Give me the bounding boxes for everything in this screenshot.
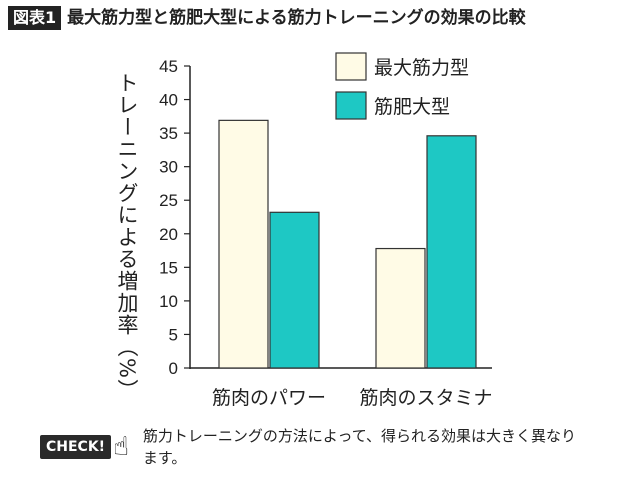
legend-label: 最大筋力型 <box>374 57 469 79</box>
legend-swatch <box>335 52 367 81</box>
pointing-hand-icon: ☝ <box>113 432 129 462</box>
y-tick-label: 25 <box>159 191 178 210</box>
y-tick-label: 15 <box>159 258 178 277</box>
y-tick-label: 20 <box>159 225 178 244</box>
y-tick-label: 30 <box>159 158 178 177</box>
y-tick-label: 0 <box>169 359 178 378</box>
y-tick-label: 5 <box>169 325 178 344</box>
check-badge: CHECK! <box>40 435 112 459</box>
y-tick-label: 10 <box>159 292 178 311</box>
y-axis-label: トレーニングによる増加率（%） <box>115 72 139 401</box>
chart-title: 最大筋力型と筋肥大型による筋力トレーニングの効果の比較 <box>67 8 526 28</box>
bar-max-strength-1 <box>218 119 269 369</box>
legend-swatch <box>335 91 367 120</box>
y-tick-label: 45 <box>159 57 178 76</box>
bar-hypertrophy-1 <box>269 211 320 369</box>
title-bar: 図表1 最大筋力型と筋肥大型による筋力トレーニングの効果の比較 <box>8 6 526 30</box>
footer-note: 筋力トレーニングの方法によって、得られる効果は大きく異なります。 <box>142 427 576 467</box>
bar-max-strength-2 <box>375 247 426 369</box>
x-tick-label: 筋肉のスタミナ <box>359 387 492 409</box>
legend-label: 筋肥大型 <box>374 96 450 118</box>
figure-label: 図表1 <box>8 6 62 30</box>
footer: CHECK! ☝ 筋力トレーニングの方法によって、得られる効果は大きく異なります… <box>40 425 583 469</box>
x-tick-label: 筋肉のパワー <box>212 387 326 409</box>
bar-hypertrophy-2 <box>426 135 477 369</box>
y-tick-label: 35 <box>159 124 178 143</box>
y-tick-label: 40 <box>159 91 178 110</box>
